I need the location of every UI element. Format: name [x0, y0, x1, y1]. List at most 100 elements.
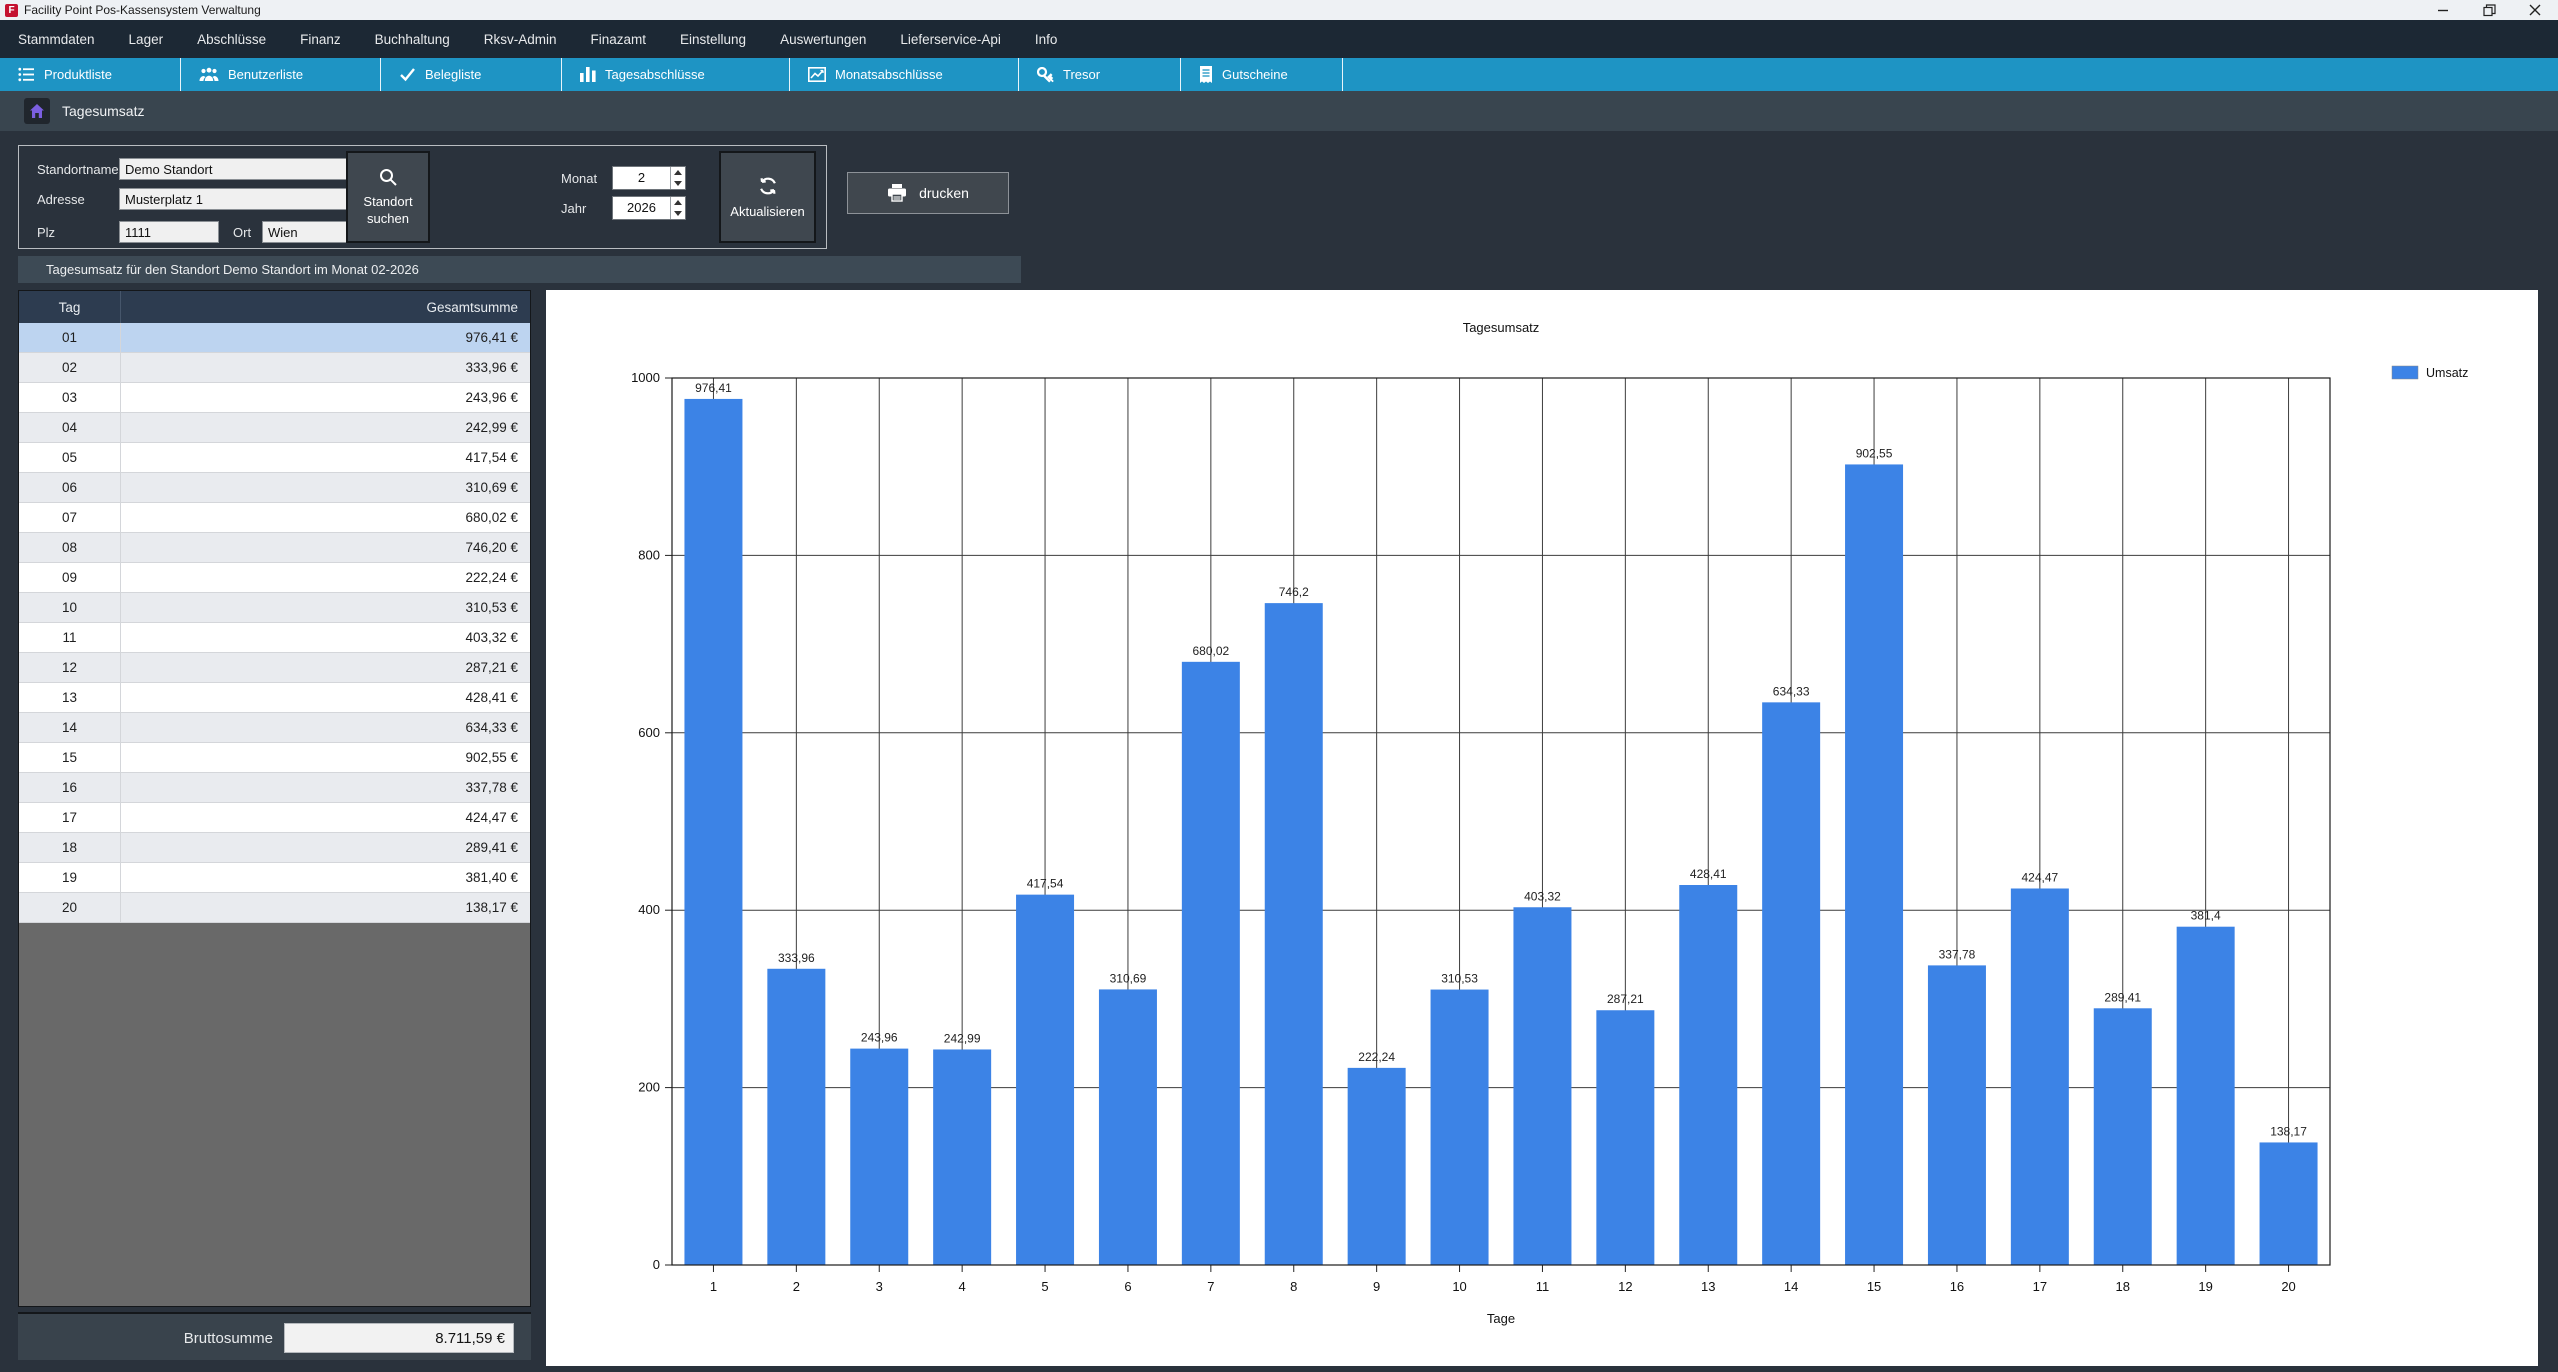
main-content: Standortname Adresse Plz Ort Standort su… — [0, 131, 2558, 1372]
menu-item-finazamt[interactable]: Finazamt — [590, 31, 647, 47]
menu-item-lager[interactable]: Lager — [128, 31, 164, 47]
bruttosumme-value: 8.711,59 € — [284, 1323, 514, 1353]
table-row[interactable]: 10 310,53 € — [19, 593, 530, 623]
tab-tagesabschl-sse[interactable]: Tagesabschlüsse — [562, 58, 790, 91]
bar-day-17[interactable] — [2010, 888, 2069, 1265]
menu-item-lieferservice-api[interactable]: Lieferservice-Api — [900, 31, 1001, 47]
bar-day-10[interactable] — [1430, 989, 1489, 1265]
cell-tag: 01 — [19, 323, 121, 353]
cell-tag: 08 — [19, 533, 121, 563]
menu-item-stammdaten[interactable]: Stammdaten — [18, 31, 95, 47]
menu-item-auswertungen[interactable]: Auswertungen — [780, 31, 867, 47]
cell-gesamtsumme: 417,54 € — [121, 443, 530, 473]
cell-gesamtsumme: 746,20 € — [121, 533, 530, 563]
tab-produktliste[interactable]: Produktliste — [0, 58, 181, 91]
x-tick-label: 17 — [2033, 1279, 2047, 1294]
table-row[interactable]: 17 424,47 € — [19, 803, 530, 833]
users-icon — [199, 67, 219, 82]
cell-tag: 03 — [19, 383, 121, 413]
bar-day-20[interactable] — [2259, 1142, 2318, 1265]
table-row[interactable]: 09 222,24 € — [19, 563, 530, 593]
spin-down-icon[interactable] — [671, 208, 685, 219]
x-tick-label: 18 — [2116, 1279, 2130, 1294]
monat-spin-buttons[interactable] — [670, 167, 685, 189]
table-row[interactable]: 04 242,99 € — [19, 413, 530, 443]
table-row[interactable]: 03 243,96 € — [19, 383, 530, 413]
standortname-field[interactable] — [119, 158, 409, 180]
bar-day-8[interactable] — [1264, 603, 1323, 1265]
bar-day-13[interactable] — [1679, 885, 1738, 1265]
table-row[interactable]: 06 310,69 € — [19, 473, 530, 503]
bar-value-label: 289,41 — [2104, 990, 2141, 1004]
drucken-button[interactable]: drucken — [847, 172, 1009, 214]
table-row[interactable]: 14 634,33 € — [19, 713, 530, 743]
menu-item-finanz[interactable]: Finanz — [300, 31, 341, 47]
spin-down-icon[interactable] — [671, 178, 685, 189]
cell-gesamtsumme: 243,96 € — [121, 383, 530, 413]
bar-day-2[interactable] — [767, 968, 826, 1265]
table-row[interactable]: 05 417,54 € — [19, 443, 530, 473]
bar-day-14[interactable] — [1762, 702, 1821, 1265]
bar-day-11[interactable] — [1513, 907, 1572, 1265]
cell-tag: 11 — [19, 623, 121, 653]
column-header-gesamtsumme[interactable]: Gesamtsumme — [426, 299, 518, 315]
table-row[interactable]: 13 428,41 € — [19, 683, 530, 713]
bar-day-3[interactable] — [850, 1048, 909, 1265]
cell-gesamtsumme: 424,47 € — [121, 803, 530, 833]
bar-day-7[interactable] — [1181, 661, 1240, 1265]
menu-item-buchhaltung[interactable]: Buchhaltung — [374, 31, 450, 47]
x-tick-label: 15 — [1867, 1279, 1881, 1294]
table-row[interactable]: 07 680,02 € — [19, 503, 530, 533]
cell-tag: 09 — [19, 563, 121, 593]
table-row[interactable]: 11 403,32 € — [19, 623, 530, 653]
restore-button[interactable] — [2466, 0, 2512, 20]
menu-item-info[interactable]: Info — [1034, 31, 1058, 47]
bar-day-5[interactable] — [1016, 894, 1075, 1265]
table-row[interactable]: 02 333,96 € — [19, 353, 530, 383]
tab-benutzerliste[interactable]: Benutzerliste — [181, 58, 381, 91]
table-row[interactable]: 12 287,21 € — [19, 653, 530, 683]
bar-day-12[interactable] — [1596, 1010, 1655, 1265]
close-button[interactable] — [2512, 0, 2558, 20]
x-tick-label: 7 — [1207, 1279, 1214, 1294]
tab-monatsabschl-sse[interactable]: Monatsabschlüsse — [790, 58, 1019, 91]
table-row[interactable]: 08 746,20 € — [19, 533, 530, 563]
bar-day-19[interactable] — [2176, 926, 2235, 1265]
table-row[interactable]: 19 381,40 € — [19, 863, 530, 893]
bar-day-15[interactable] — [1845, 464, 1904, 1265]
aktualisieren-button[interactable]: Aktualisieren — [719, 151, 816, 243]
table-row[interactable]: 16 337,78 € — [19, 773, 530, 803]
menu-item-einstellung[interactable]: Einstellung — [680, 31, 747, 47]
column-header-tag[interactable]: Tag — [19, 291, 121, 323]
tab-belegliste[interactable]: Belegliste — [381, 58, 562, 91]
adresse-field[interactable] — [119, 188, 409, 210]
table-row[interactable]: 01 976,41 € — [19, 323, 530, 353]
spin-up-icon[interactable] — [671, 167, 685, 178]
bar-day-16[interactable] — [1927, 965, 1986, 1265]
printer-icon — [888, 184, 907, 202]
minimize-button[interactable] — [2420, 0, 2466, 20]
table-row[interactable]: 20 138,17 € — [19, 893, 530, 923]
cell-gesamtsumme: 310,53 € — [121, 593, 530, 623]
bar-day-4[interactable] — [933, 1049, 992, 1265]
jahr-stepper[interactable]: 2026 — [612, 196, 686, 220]
menu-item-abschl-sse[interactable]: Abschlüsse — [197, 31, 267, 47]
plz-field[interactable] — [119, 221, 219, 243]
monat-stepper[interactable]: 2 — [612, 166, 686, 190]
y-tick-label: 1000 — [631, 370, 660, 385]
x-tick-label: 11 — [1536, 1279, 1550, 1294]
home-icon[interactable] — [24, 98, 50, 124]
table-row[interactable]: 15 902,55 € — [19, 743, 530, 773]
jahr-spin-buttons[interactable] — [670, 197, 685, 219]
bar-day-6[interactable] — [1098, 989, 1157, 1265]
spin-up-icon[interactable] — [671, 197, 685, 208]
tab-tresor[interactable]: Tresor — [1019, 58, 1181, 91]
bar-day-1[interactable] — [684, 398, 743, 1265]
standort-suchen-button[interactable]: Standort suchen — [346, 151, 430, 243]
bar-day-9[interactable] — [1347, 1067, 1406, 1265]
tab-gutscheine[interactable]: Gutscheine — [1181, 58, 1343, 91]
bar-day-18[interactable] — [2093, 1008, 2152, 1265]
standort-suchen-label: Standort suchen — [363, 194, 413, 226]
table-row[interactable]: 18 289,41 € — [19, 833, 530, 863]
menu-item-rksv-admin[interactable]: Rksv-Admin — [483, 31, 557, 47]
